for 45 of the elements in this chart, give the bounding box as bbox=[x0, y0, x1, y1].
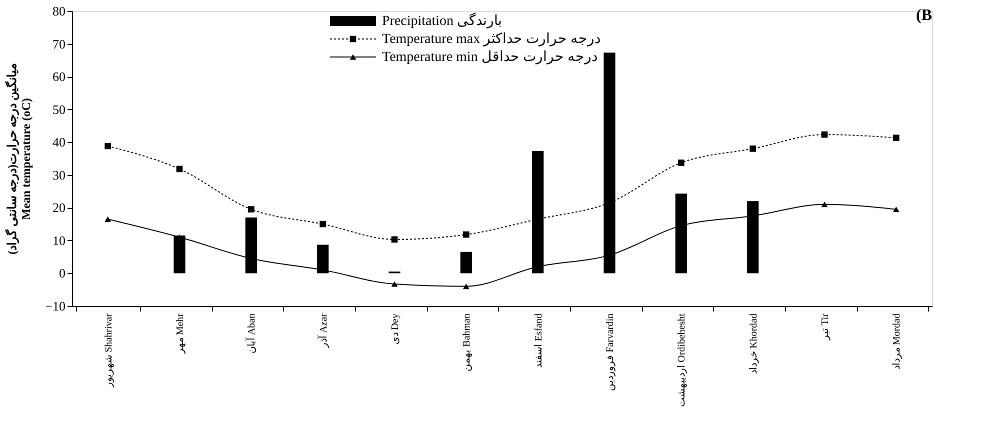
x-tick-label: فروردین Farvardin bbox=[605, 314, 616, 391]
x-tick-label: اردیبهشت Ordibehesht bbox=[676, 313, 688, 407]
x-tick-label: خرداد Khordad bbox=[748, 314, 760, 374]
legend-label: Temperature min درجه حرارت حداقل bbox=[382, 50, 598, 65]
point bbox=[391, 281, 398, 287]
x-tick-label: آبان Aban bbox=[244, 314, 258, 354]
bar bbox=[174, 236, 186, 274]
x-tick-label: دی Dey bbox=[390, 314, 401, 345]
y-tick-label: 40 bbox=[52, 134, 66, 150]
x-tick-label: بهمن Bahman bbox=[462, 314, 473, 372]
x-tick-label: تیر Tir bbox=[820, 312, 831, 341]
y-tick-label: 10 bbox=[52, 232, 66, 248]
point bbox=[678, 160, 684, 166]
point bbox=[821, 131, 828, 138]
y-tick-label: 80 bbox=[52, 4, 66, 18]
legend-label: Precipitation بارندگی bbox=[382, 12, 502, 29]
point bbox=[821, 202, 828, 208]
point bbox=[463, 231, 470, 238]
point bbox=[750, 146, 756, 152]
y-tick-label: 20 bbox=[52, 200, 66, 216]
point bbox=[893, 134, 900, 142]
point bbox=[104, 142, 111, 150]
y-tick-label: 50 bbox=[52, 102, 66, 117]
legend-label: Temperature max درجه حرارت حداکثر bbox=[382, 32, 601, 47]
point bbox=[893, 206, 900, 212]
y-tick-label: −10 bbox=[45, 298, 66, 314]
point bbox=[391, 236, 398, 243]
bar bbox=[460, 252, 472, 274]
chart-title: (B bbox=[916, 7, 932, 24]
y-tick-label: 30 bbox=[52, 167, 66, 182]
y-tick-label: 0 bbox=[59, 266, 66, 281]
bar bbox=[317, 244, 329, 274]
point bbox=[176, 166, 183, 172]
x-tick-label: اسفند Esfand bbox=[533, 314, 544, 368]
x-tick-label: آذر Azar bbox=[316, 312, 330, 348]
y-tick-label: 70 bbox=[52, 36, 66, 52]
y-tick-label: 60 bbox=[52, 69, 66, 84]
point bbox=[104, 216, 111, 222]
x-tick-label: شهریور Shahrivar bbox=[103, 312, 114, 388]
x-tick-label: مرداد Mordad bbox=[892, 314, 903, 370]
x-tick-label: مهر Mehr bbox=[175, 312, 186, 355]
point bbox=[248, 206, 254, 212]
point bbox=[463, 284, 470, 290]
point bbox=[320, 220, 326, 228]
bar bbox=[245, 218, 257, 274]
